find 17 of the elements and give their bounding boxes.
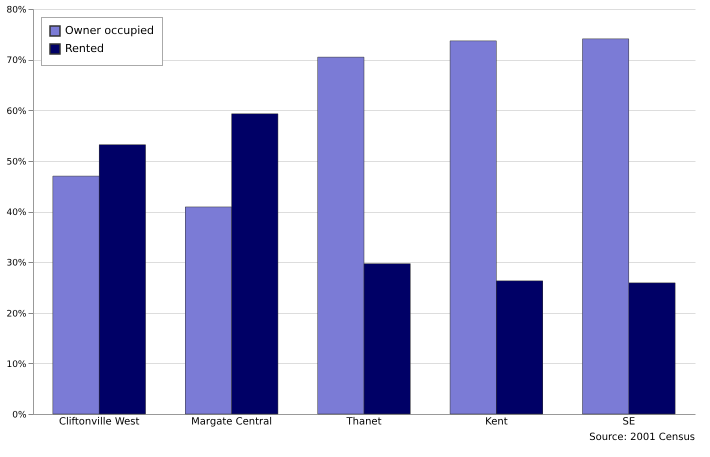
- y-tick-label: 10%: [6, 360, 27, 370]
- x-tick-label: SE: [622, 416, 636, 428]
- y-tick-label: 20%: [6, 309, 27, 320]
- y-tick-label: 40%: [6, 208, 27, 218]
- legend-label: Owner occupied: [65, 24, 154, 37]
- y-tick-label: 50%: [6, 157, 27, 168]
- x-tick-label: Kent: [485, 416, 508, 428]
- y-tick-label: 70%: [6, 56, 27, 66]
- x-tick-label: Cliftonville West: [58, 416, 140, 428]
- y-tick-label: 0%: [12, 410, 27, 420]
- y-tick-label: 80%: [6, 6, 27, 16]
- x-tick-label: Thanet: [346, 416, 382, 428]
- source-note: Source: 2001 Census: [589, 432, 695, 443]
- y-tick-label: 30%: [6, 258, 27, 269]
- y-tick-label: 60%: [6, 106, 27, 117]
- x-tick-label: Margate Central: [191, 416, 272, 428]
- legend-label: Rented: [65, 42, 104, 55]
